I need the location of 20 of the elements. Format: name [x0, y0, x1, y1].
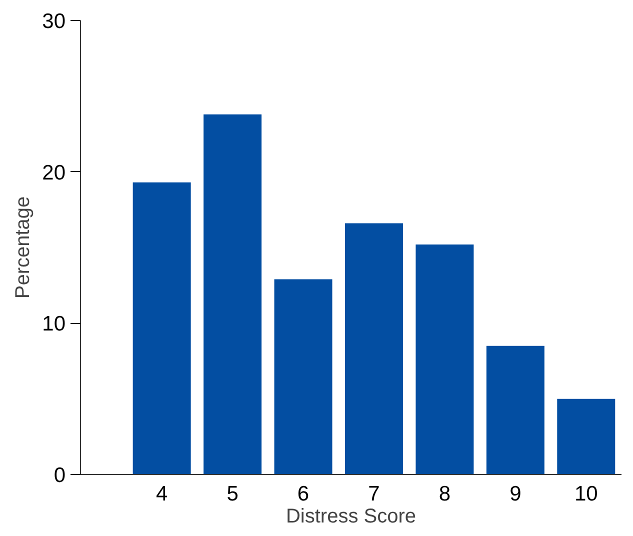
bar — [344, 223, 403, 474]
y-axis-title: Percentage — [12, 196, 34, 299]
y-tick-label: 0 — [54, 464, 66, 487]
bar — [486, 346, 544, 474]
x-tick-label: 9 — [510, 482, 522, 506]
bar — [132, 182, 191, 474]
x-tick-label: 4 — [156, 482, 168, 506]
bar — [416, 244, 474, 474]
y-tick-label: 20 — [42, 161, 66, 184]
x-axis-title: Distress Score — [286, 506, 416, 528]
x-tick-label: 8 — [438, 482, 451, 506]
x-tick-label: 6 — [297, 482, 310, 506]
x-tick-label: 10 — [574, 482, 598, 506]
bar — [557, 398, 616, 474]
y-tick-label: 10 — [42, 312, 66, 336]
bar — [274, 279, 332, 474]
x-tick-label: 7 — [368, 482, 380, 506]
y-tick-label: 30 — [42, 10, 66, 33]
x-tick-label: 5 — [226, 482, 238, 506]
bar — [204, 114, 262, 474]
